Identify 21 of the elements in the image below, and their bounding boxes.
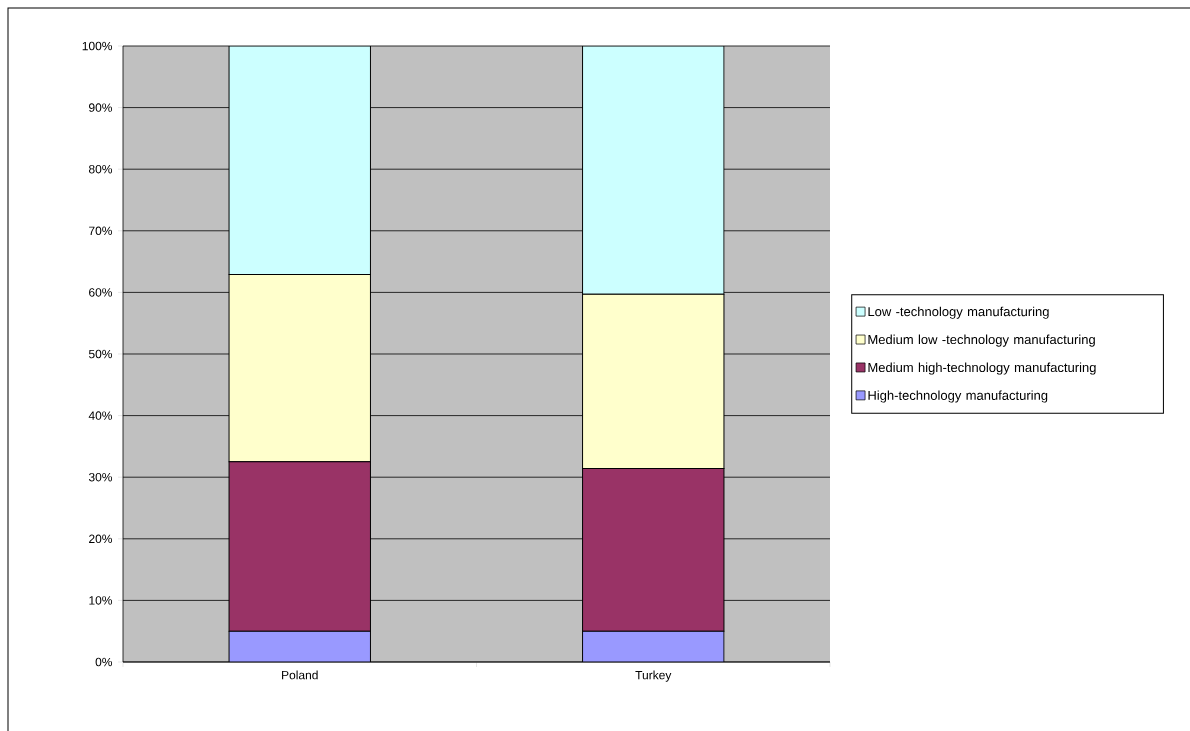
y-tick-label: 80% [88,164,113,174]
y-tick-label: 60% [89,288,113,297]
x-tick-label: Turkey [635,670,672,682]
legend-label: Low -technology manufacturing [868,306,1049,319]
bar [228,630,371,662]
y-tick-label: 40% [88,411,113,420]
bar [582,46,725,295]
bar [582,630,725,662]
y-tick-label: 50% [88,349,113,359]
y-tick-label: 100% [82,41,113,51]
y-tick-label: 10% [89,596,113,605]
y-tick-label: 90% [89,103,113,112]
y-tick-label: 20% [89,534,113,544]
legend-label: High-technology manufacturing [868,390,1048,403]
bar [228,46,371,276]
y-tick-label: 30% [88,472,113,482]
y-tick-label: 70% [89,226,113,236]
y-tick-label: 0% [95,657,113,667]
x-tick-label: Poland [282,670,318,680]
legend-label: Medium low -technology manufacturing [868,334,1095,347]
legend-label: Medium high-technology manufacturing [868,362,1096,375]
